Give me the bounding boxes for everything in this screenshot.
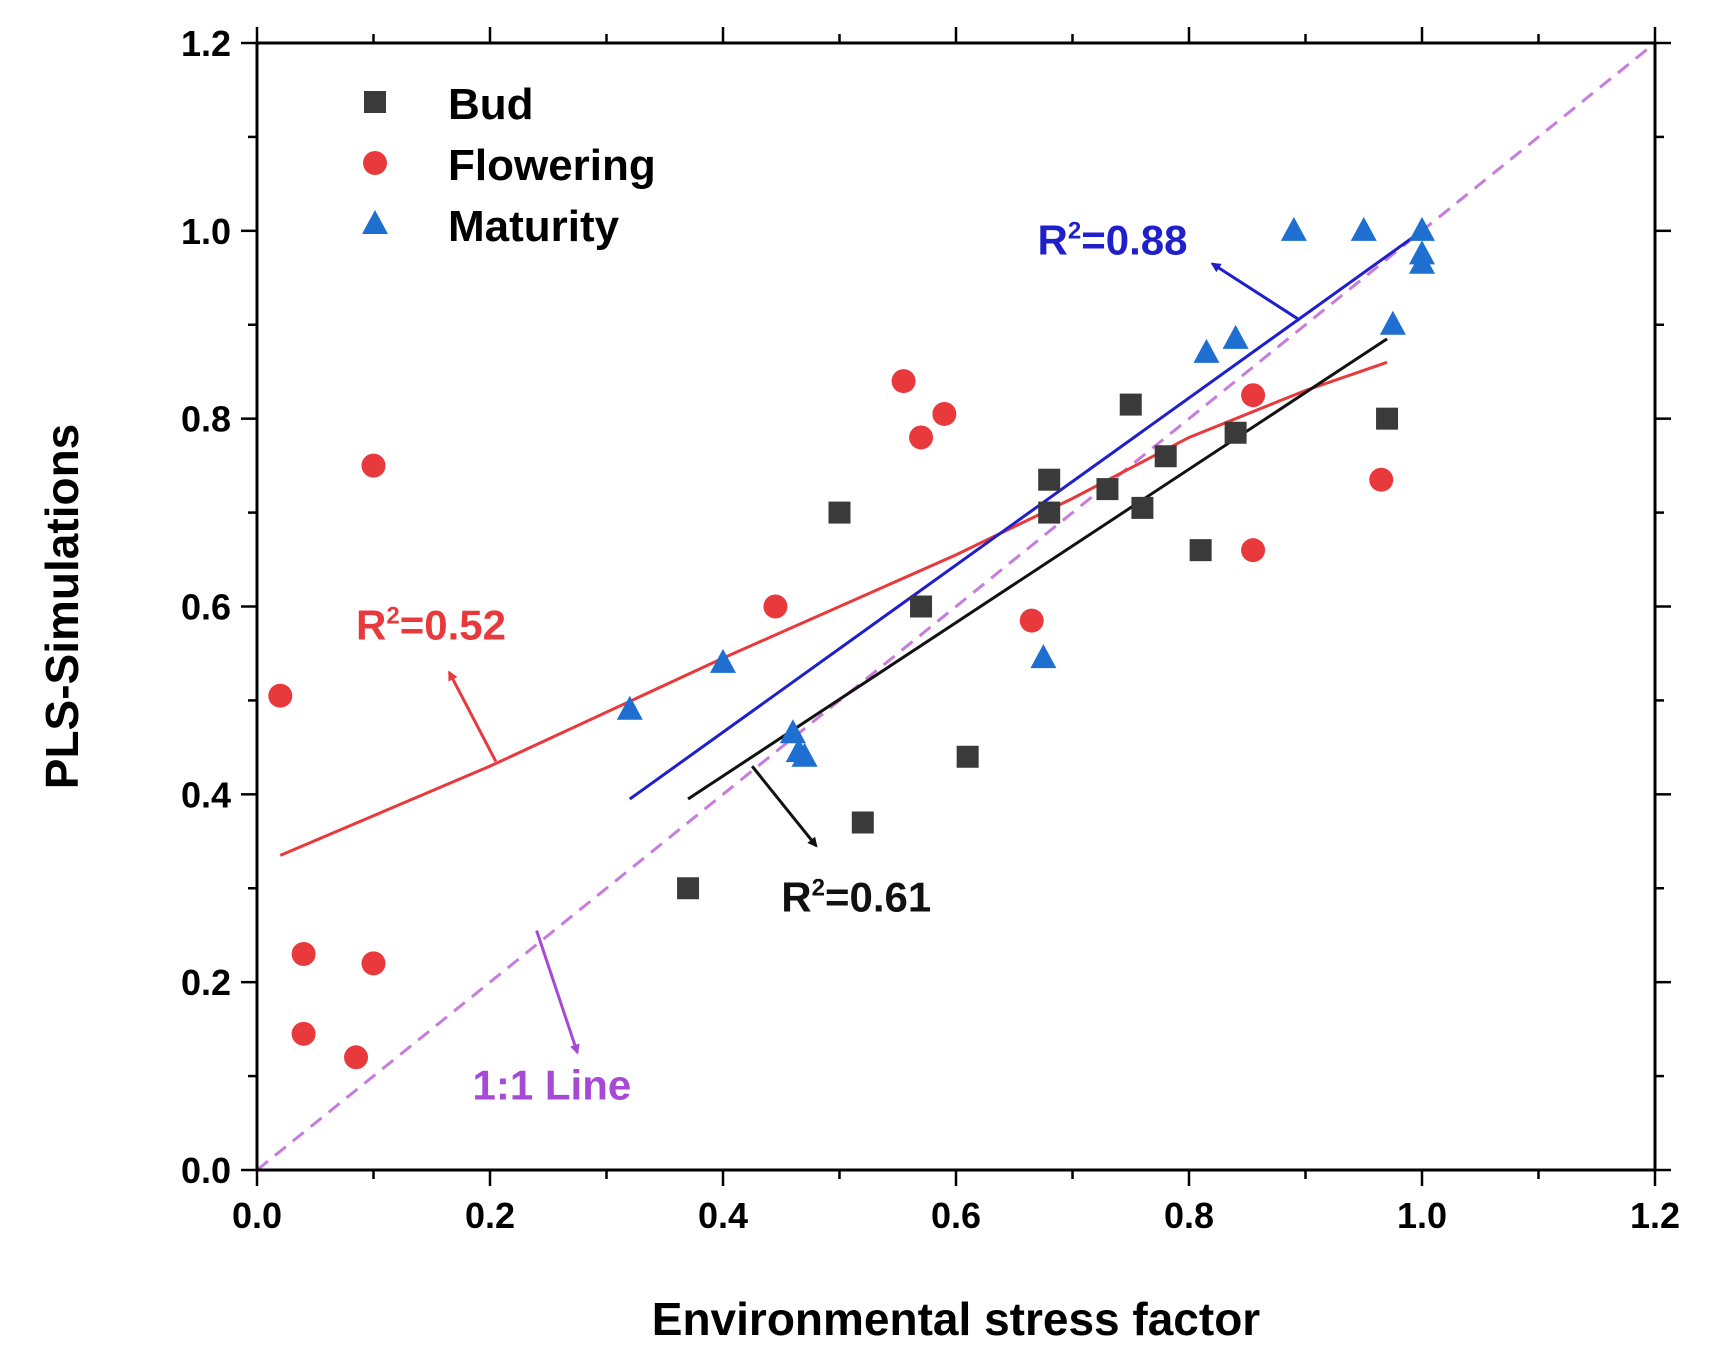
annotation-superscript: 2 xyxy=(1068,217,1081,244)
legend-bud-label: Bud xyxy=(448,80,534,129)
bud-point xyxy=(677,877,700,900)
annotation-label: R2=0.88 xyxy=(1038,216,1188,263)
flowering-point xyxy=(361,951,386,976)
plot-area: 0.0 0.2 0.4 0.6 0.8 1.0 1.2 0.0 0.2 0.4 0.6 0.8 1.0 1… xyxy=(181,23,1680,1236)
y-axis-title: PLS-Simulations xyxy=(36,424,88,789)
y-tick-label: 0.4 xyxy=(181,774,231,815)
bud-point xyxy=(910,595,933,618)
x-tick-label: 0.6 xyxy=(931,1195,981,1236)
bud-point xyxy=(1154,445,1177,468)
annotation-superscript: 2 xyxy=(812,875,825,902)
legend-flowering-label: Flowering xyxy=(448,141,656,190)
maturity-point xyxy=(1409,249,1435,274)
flowering-point xyxy=(361,453,386,478)
annotation-prefix: R xyxy=(781,874,811,921)
annotation-suffix: =0.61 xyxy=(825,874,931,921)
bud-point xyxy=(1224,421,1247,444)
maturity-point xyxy=(616,695,643,720)
series-bud xyxy=(677,393,1399,900)
flowering-point xyxy=(909,425,934,450)
bud-point xyxy=(956,745,979,768)
fit-line-bud xyxy=(687,337,1388,801)
maturity-point xyxy=(1280,216,1307,241)
bud-point xyxy=(1038,501,1061,524)
bud-point xyxy=(828,501,851,524)
flowering-point xyxy=(344,1045,369,1070)
fit-line-maturity xyxy=(628,229,1423,801)
annotation-label: R2=0.52 xyxy=(356,601,506,648)
x-tick-label: 1.2 xyxy=(1630,1195,1680,1236)
annotation-arrow xyxy=(535,930,580,1055)
annotation-arrow xyxy=(1210,262,1301,322)
x-tick-label: 0.8 xyxy=(1164,1195,1214,1236)
fit-line-flowering xyxy=(279,360,1388,857)
annotation-prefix: R xyxy=(1038,216,1068,263)
series-maturity xyxy=(616,216,1435,767)
flowering-point xyxy=(268,683,293,708)
x-tick-label: 0.4 xyxy=(698,1195,748,1236)
flowering-point xyxy=(1019,608,1044,633)
bud-point xyxy=(1376,407,1399,430)
flowering-point xyxy=(1241,538,1266,563)
y-tick-label: 0.6 xyxy=(181,587,231,628)
x-axis-title: Environmental stress factor xyxy=(652,1293,1261,1345)
bud-point xyxy=(1038,468,1061,491)
y-tick-label: 0.8 xyxy=(181,399,231,440)
maturity-point xyxy=(1193,338,1220,363)
flowering-point xyxy=(291,941,316,966)
y-tick-label: 1.0 xyxy=(181,211,231,252)
legend-bud-marker xyxy=(364,91,386,113)
y-tick-label: 1.2 xyxy=(181,23,231,64)
annotation-suffix: =0.88 xyxy=(1081,216,1187,263)
annotation-arrow xyxy=(447,670,498,763)
maturity-point xyxy=(779,719,806,744)
x-tick-label: 0.0 xyxy=(232,1195,282,1236)
legend: Bud Flowering Maturity xyxy=(362,80,656,251)
bud-point xyxy=(851,811,874,834)
maturity-point xyxy=(710,648,736,673)
maturity-point xyxy=(1350,216,1377,241)
x-tick-label: 1.0 xyxy=(1397,1195,1447,1236)
annotation-label: R2=0.61 xyxy=(781,874,931,921)
annotation-arrow xyxy=(750,765,818,848)
flowering-point xyxy=(763,594,788,619)
annotation-label: 1:1 Line xyxy=(473,1062,632,1109)
annotation-prefix: 1:1 Line xyxy=(473,1062,632,1109)
annotation-suffix: =0.52 xyxy=(400,601,506,648)
x-tick-label: 0.2 xyxy=(465,1195,515,1236)
bud-point xyxy=(1119,393,1142,416)
y-tick-label: 0.2 xyxy=(181,962,231,1003)
flowering-point xyxy=(891,369,916,394)
flowering-point xyxy=(932,401,957,426)
y-tick-label: 0.0 xyxy=(181,1150,231,1191)
series-flowering xyxy=(268,369,1394,1070)
legend-flowering-marker xyxy=(363,151,387,175)
flowering-point xyxy=(291,1021,316,1046)
maturity-point xyxy=(1379,310,1406,335)
annotation-prefix: R xyxy=(356,601,386,648)
flowering-point xyxy=(1241,383,1266,408)
flowering-point xyxy=(1369,467,1394,492)
maturity-point xyxy=(1222,324,1249,349)
bud-point xyxy=(1096,478,1119,501)
maturity-point xyxy=(791,742,818,767)
maturity-point xyxy=(1030,644,1057,669)
maturity-point xyxy=(1409,216,1435,241)
bud-point xyxy=(1189,539,1212,562)
bud-point xyxy=(1131,496,1154,519)
legend-maturity-label: Maturity xyxy=(448,202,620,251)
annotation-superscript: 2 xyxy=(386,602,399,629)
legend-maturity-marker xyxy=(362,210,388,234)
